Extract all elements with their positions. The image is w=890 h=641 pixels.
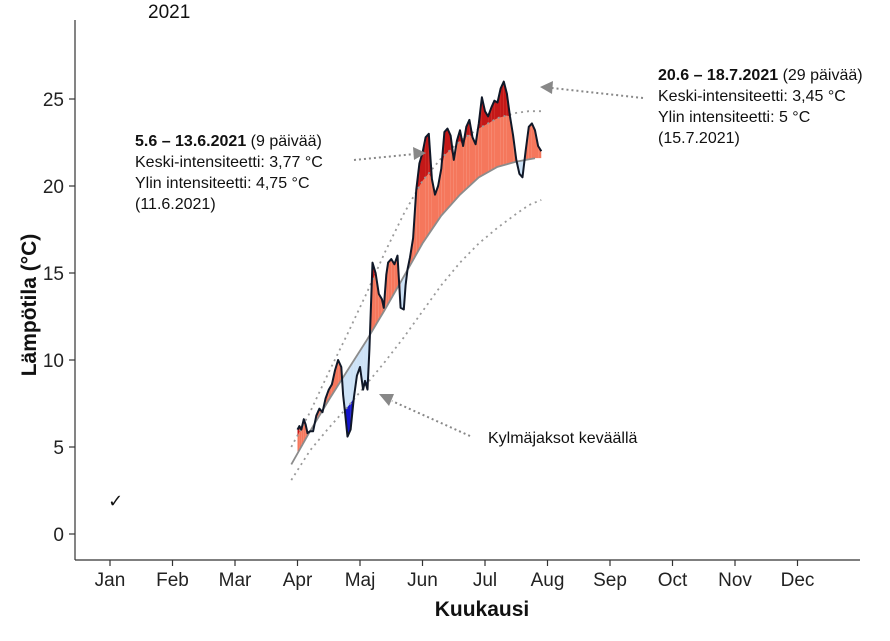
x-tick-label: Nov bbox=[718, 570, 752, 591]
heatwave-fill bbox=[422, 137, 426, 181]
heatwave-fill bbox=[485, 111, 489, 126]
x-axis-title: Kuukausi bbox=[435, 598, 530, 621]
x-tick-label: Aug bbox=[531, 570, 565, 591]
axes bbox=[74, 20, 860, 561]
x-tick-label: Jan bbox=[95, 570, 126, 591]
annotation-period: 5.6 – 13.6.2021 bbox=[135, 133, 247, 150]
cold-anomaly-fill bbox=[363, 342, 365, 390]
annotation-mean-intensity: Keski-intensiteetti: 3,45 °C bbox=[658, 88, 846, 105]
annotation-period: 20.6 – 18.7.2021 bbox=[658, 67, 779, 84]
arrowhead-early-heatwave bbox=[413, 147, 426, 160]
y-axis-title: Lämpötila (°C) bbox=[18, 234, 41, 377]
annotation-max-date: (15.7.2021) bbox=[658, 130, 740, 147]
x-tick-label: Feb bbox=[156, 570, 189, 591]
lower-threshold-line bbox=[290, 199, 542, 481]
temperature-lines bbox=[290, 80, 543, 481]
y-tick-label: 5 bbox=[53, 438, 64, 459]
annotation-max-intensity: Ylin intensiteetti: 5 °C bbox=[658, 109, 811, 126]
arrow-early-heatwave bbox=[353, 153, 416, 161]
warm-anomaly-fill bbox=[450, 135, 454, 206]
annotation-main-heatwave: 20.6 – 18.7.2021 (29 päivää) Keski-inten… bbox=[658, 65, 863, 149]
x-tick-label: Mar bbox=[219, 570, 252, 591]
annotation-early-heatwave: 5.6 – 13.6.2021 (9 päivää) Keski-intensi… bbox=[135, 131, 323, 215]
x-tick-label: Maj bbox=[345, 570, 376, 591]
x-tick-label: Jun bbox=[407, 570, 438, 591]
climatology-mean-line bbox=[290, 157, 536, 465]
x-tick-label: Apr bbox=[283, 570, 313, 591]
y-tick-label: 10 bbox=[43, 351, 64, 372]
warm-anomaly-fill bbox=[485, 111, 489, 174]
warm-anomaly-fill bbox=[335, 360, 339, 391]
warm-anomaly-fill bbox=[531, 123, 535, 159]
observed-temperature-line bbox=[296, 80, 543, 438]
annotation-max-date: (11.6.2021) bbox=[135, 196, 216, 213]
y-tick-label: 25 bbox=[43, 90, 64, 111]
annotation-arrows bbox=[353, 81, 644, 437]
year-label: 2021 bbox=[148, 2, 190, 23]
warm-anomaly-fill bbox=[391, 259, 395, 299]
x-tick-label: Oct bbox=[658, 570, 688, 591]
annotation-days: (9 päivää) bbox=[250, 133, 322, 150]
warm-anomaly-fill bbox=[475, 123, 479, 181]
x-tick-label: Jul bbox=[473, 570, 497, 591]
annotation-cold-spells: Kylmäjaksot keväällä bbox=[488, 430, 638, 447]
warm-anomaly-fill bbox=[375, 273, 379, 326]
arrow-main-heatwave bbox=[551, 87, 644, 99]
warm-anomaly-fill bbox=[528, 123, 532, 160]
warm-anomaly-fill bbox=[378, 293, 382, 320]
warm-anomaly-fill bbox=[510, 116, 514, 164]
cold-anomaly-fill bbox=[356, 350, 360, 376]
y-tick-label: 20 bbox=[43, 177, 64, 198]
warm-anomaly-fill bbox=[466, 119, 470, 189]
cold-anomaly-fill bbox=[400, 276, 404, 310]
arrowhead-cold-spells bbox=[379, 394, 394, 406]
annotation-mean-intensity: Keski-intensiteetti: 3,77 °C bbox=[135, 154, 323, 171]
warm-anomaly-fill bbox=[435, 186, 439, 225]
heatwave-fill bbox=[444, 128, 448, 156]
anomaly-fills bbox=[297, 81, 542, 454]
y-tick-label: 15 bbox=[43, 264, 64, 285]
heatwave-fill bbox=[503, 81, 507, 117]
heatwave-fill bbox=[494, 100, 498, 120]
warm-anomaly-fill bbox=[299, 426, 302, 451]
warm-anomaly-fill bbox=[438, 168, 442, 221]
warm-anomaly-fill bbox=[456, 130, 460, 199]
cold-anomaly-fill bbox=[365, 338, 368, 390]
heatwave-fill bbox=[500, 81, 504, 118]
y-tick-label: 0 bbox=[53, 525, 64, 546]
y-ticks: 0 5 10 15 20 25 bbox=[43, 90, 75, 546]
annotation-days: (29 päivää) bbox=[782, 67, 863, 84]
heatwave-fill bbox=[425, 133, 429, 178]
annotation-max-intensity: Ylin intensiteetti: 4,75 °C bbox=[135, 175, 310, 192]
x-tick-label: Sep bbox=[593, 570, 627, 591]
stray-checkmark: ✓ bbox=[108, 491, 123, 512]
warm-anomaly-fill bbox=[388, 259, 392, 305]
x-tick-label: Dec bbox=[781, 570, 815, 591]
x-ticks: Jan Feb Mar Apr Maj Jun Jul Aug Sep Oct Nov Dec bbox=[95, 560, 815, 591]
warm-anomaly-fill bbox=[472, 137, 476, 184]
arrow-cold-spells bbox=[391, 400, 471, 437]
arrowhead-main-heatwave bbox=[540, 81, 553, 94]
